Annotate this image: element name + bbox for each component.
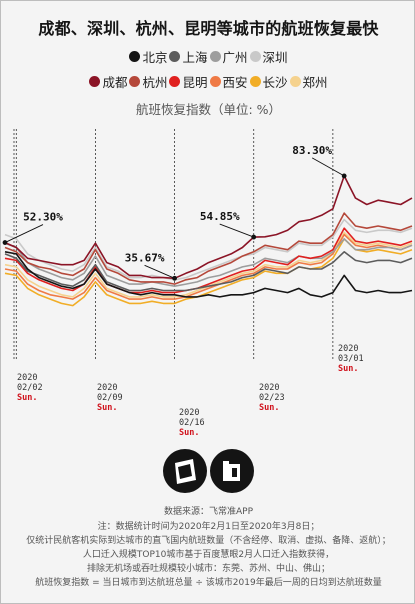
weekday-label: Sun. (97, 403, 118, 413)
line-chart: 52.30% 35.67% 54.85% 83.30% (2, 129, 413, 361)
annotation-point (172, 275, 177, 281)
legend-row-2: 成都 杭州 昆明 西安 长沙 郑州 (1, 72, 415, 91)
footnote-line: 航班恢复指数 = 当日城市到达航班总量 ÷ 该城市2019年最后一周的日均到达航… (35, 578, 382, 588)
legend-item: 广州 (209, 47, 248, 66)
legend-swatch (249, 51, 261, 62)
legend-swatch (169, 76, 181, 87)
legend-row-1: 北京 上海 广州 深圳 (1, 47, 415, 66)
legend-item: 郑州 (289, 72, 328, 91)
series-line-杭州 (4, 212, 413, 285)
date-label-line: 02/23 (259, 393, 285, 403)
legend-label: 广州 (222, 50, 248, 65)
annotation-point (341, 173, 347, 179)
date-label-line: 2020 (179, 408, 200, 418)
date-label: 2020 02/16 Sun. (179, 408, 205, 438)
date-label-line: 2020 (17, 373, 38, 383)
series-line-上海 (4, 251, 413, 292)
weekday-label: Sun. (179, 428, 200, 438)
logo-row (1, 449, 415, 499)
date-label-line: 02/16 (179, 418, 205, 428)
annotation-leader (144, 264, 175, 279)
data-source: 数据来源：飞常准APP (163, 507, 253, 517)
legend-label: 深圳 (262, 50, 288, 65)
weekday-label: Sun. (259, 403, 280, 413)
annotation-point (2, 240, 8, 245)
date-label-line: 2020 (259, 383, 280, 393)
date-label: 2020 02/09 Sun. (97, 383, 123, 413)
date-label-line: 2020 (97, 383, 118, 393)
annotation-label: 83.30% (292, 144, 332, 157)
legend-label: 郑州 (302, 75, 328, 90)
legend-item: 深圳 (249, 47, 288, 66)
legend-swatch (289, 76, 301, 87)
legend-label: 上海 (182, 50, 208, 65)
legend-swatch (169, 51, 181, 62)
partner-logo (210, 449, 254, 493)
legend-label: 成都 (102, 75, 128, 90)
legend-label: 西安 (222, 75, 248, 90)
date-label-line: 02/02 (17, 383, 43, 393)
date-label-line: 02/09 (97, 393, 123, 403)
footnote-line: 排除无机场或吞吐规模较小城市：东莞、苏州、中山、佛山； (86, 564, 330, 574)
legend-swatch (129, 51, 141, 62)
legend-label: 昆明 (182, 75, 208, 90)
date-label-line: 03/01 (338, 354, 364, 364)
date-label: 2020 03/01 Sun. (338, 344, 364, 374)
series-line-北京 (4, 251, 413, 298)
legend-swatch (249, 76, 261, 87)
date-label-line: 2020 (338, 344, 359, 354)
legend-item: 上海 (169, 47, 208, 66)
footnote-line: 人口迁入规模TOP10城市基于百度慧眼2月人口迁入指数获得， (82, 550, 335, 560)
legend-swatch (209, 51, 221, 62)
legend-item: 长沙 (249, 72, 288, 91)
annotation-label: 54.85% (200, 210, 240, 223)
annotation-leader (219, 223, 254, 238)
legend-label: 杭州 (142, 75, 168, 90)
legend-swatch (89, 76, 101, 87)
legend-item: 西安 (209, 72, 248, 91)
date-label: 2020 02/02 Sun. (17, 373, 43, 403)
legend-label: 长沙 (262, 75, 288, 90)
legend-item: 昆明 (169, 72, 208, 91)
legend-swatch (129, 76, 141, 87)
footnote-line: 注：数据统计时间为2020年2月1日至2020年3月8日； (97, 522, 320, 532)
series-line-昆明 (4, 227, 413, 294)
annotation-leader (311, 157, 345, 177)
legend-item: 北京 (129, 47, 167, 66)
annotation-point (251, 234, 257, 240)
series-line-西安 (4, 233, 413, 300)
weekday-label: Sun. (17, 393, 38, 403)
chart-subtitle: 航班恢复指数（单位: %） (135, 102, 282, 117)
date-label: 2020 02/23 Sun. (259, 383, 285, 413)
annotation-leader (4, 224, 44, 243)
legend-item: 杭州 (129, 72, 167, 91)
annotation-label: 52.30% (23, 211, 63, 224)
weekday-label: Sun. (338, 364, 359, 374)
footnote-line: 仅统计民航客机实际到达城市的直飞国内航班数量（不含经停、取消、虚拟、备降、返航）… (26, 536, 391, 546)
series-line-深圳 (4, 218, 413, 281)
chart-title: 成都、深圳、杭州、昆明等城市的航班恢复最快 (38, 19, 379, 38)
series-line-成都 (4, 175, 413, 280)
series-line-广州 (4, 238, 413, 288)
legend-item: 成都 (89, 72, 127, 91)
annotation-label: 35.67% (125, 251, 165, 264)
legend-label: 北京 (142, 50, 168, 65)
publisher-logo (163, 449, 207, 493)
legend-swatch (209, 76, 221, 87)
